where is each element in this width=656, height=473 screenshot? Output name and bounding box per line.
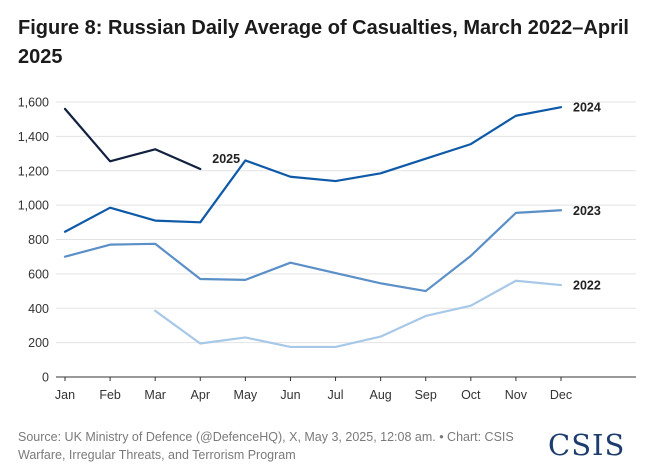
x-tick-label: Mar xyxy=(144,388,166,402)
x-tick-label: Apr xyxy=(191,388,210,402)
y-tick-labels: 0 200 400 600 800 1,000 1,200 1,400 1,600 xyxy=(18,96,49,385)
x-tick-labels: Jan Feb Mar Apr May Jun Jul Aug Sep Oct Nov Dec xyxy=(55,388,572,402)
y-tick-label: 0 xyxy=(42,371,49,385)
series-label-2023: 2023 xyxy=(573,204,601,218)
series-line-2023 xyxy=(63,209,563,293)
x-tick-label: Dec xyxy=(550,388,572,402)
x-tick-label: May xyxy=(234,388,258,402)
x-tick-label: Jan xyxy=(55,388,75,402)
x-tick-label: Jul xyxy=(328,388,344,402)
y-tick-label: 400 xyxy=(28,302,49,316)
y-tick-label: 200 xyxy=(28,336,49,350)
y-tick-label: 1,200 xyxy=(18,164,49,178)
series-line-2024 xyxy=(63,106,563,233)
x-tick-label: Nov xyxy=(505,388,528,402)
x-tick-label: Aug xyxy=(370,388,392,402)
y-tick-label: 1,000 xyxy=(18,199,49,213)
x-axis xyxy=(56,376,636,381)
x-tick-label: Feb xyxy=(99,388,121,402)
y-tick-label: 1,600 xyxy=(18,96,49,110)
x-tick-label: Jun xyxy=(280,388,300,402)
series-line-2025 xyxy=(63,107,202,171)
series-line-2022 xyxy=(154,279,563,349)
x-tick-label: Oct xyxy=(461,388,481,402)
csis-logo: CSIS xyxy=(548,428,626,462)
series-label-2024: 2024 xyxy=(573,101,601,115)
source-note: Source: UK Ministry of Defence (@Defence… xyxy=(18,430,514,462)
y-tick-label: 600 xyxy=(28,267,49,281)
series-label-2022: 2022 xyxy=(573,279,601,293)
series-lines xyxy=(63,106,563,349)
series-labels: 2022 2023 2024 2025 xyxy=(212,101,601,293)
y-tick-label: 800 xyxy=(28,233,49,247)
grid-lines xyxy=(56,101,636,344)
x-tick-label: Sep xyxy=(415,388,437,402)
series-label-2025: 2025 xyxy=(212,152,240,166)
chart-title: Figure 8: Russian Daily Average of Casua… xyxy=(18,17,629,68)
y-tick-label: 1,400 xyxy=(18,130,49,144)
